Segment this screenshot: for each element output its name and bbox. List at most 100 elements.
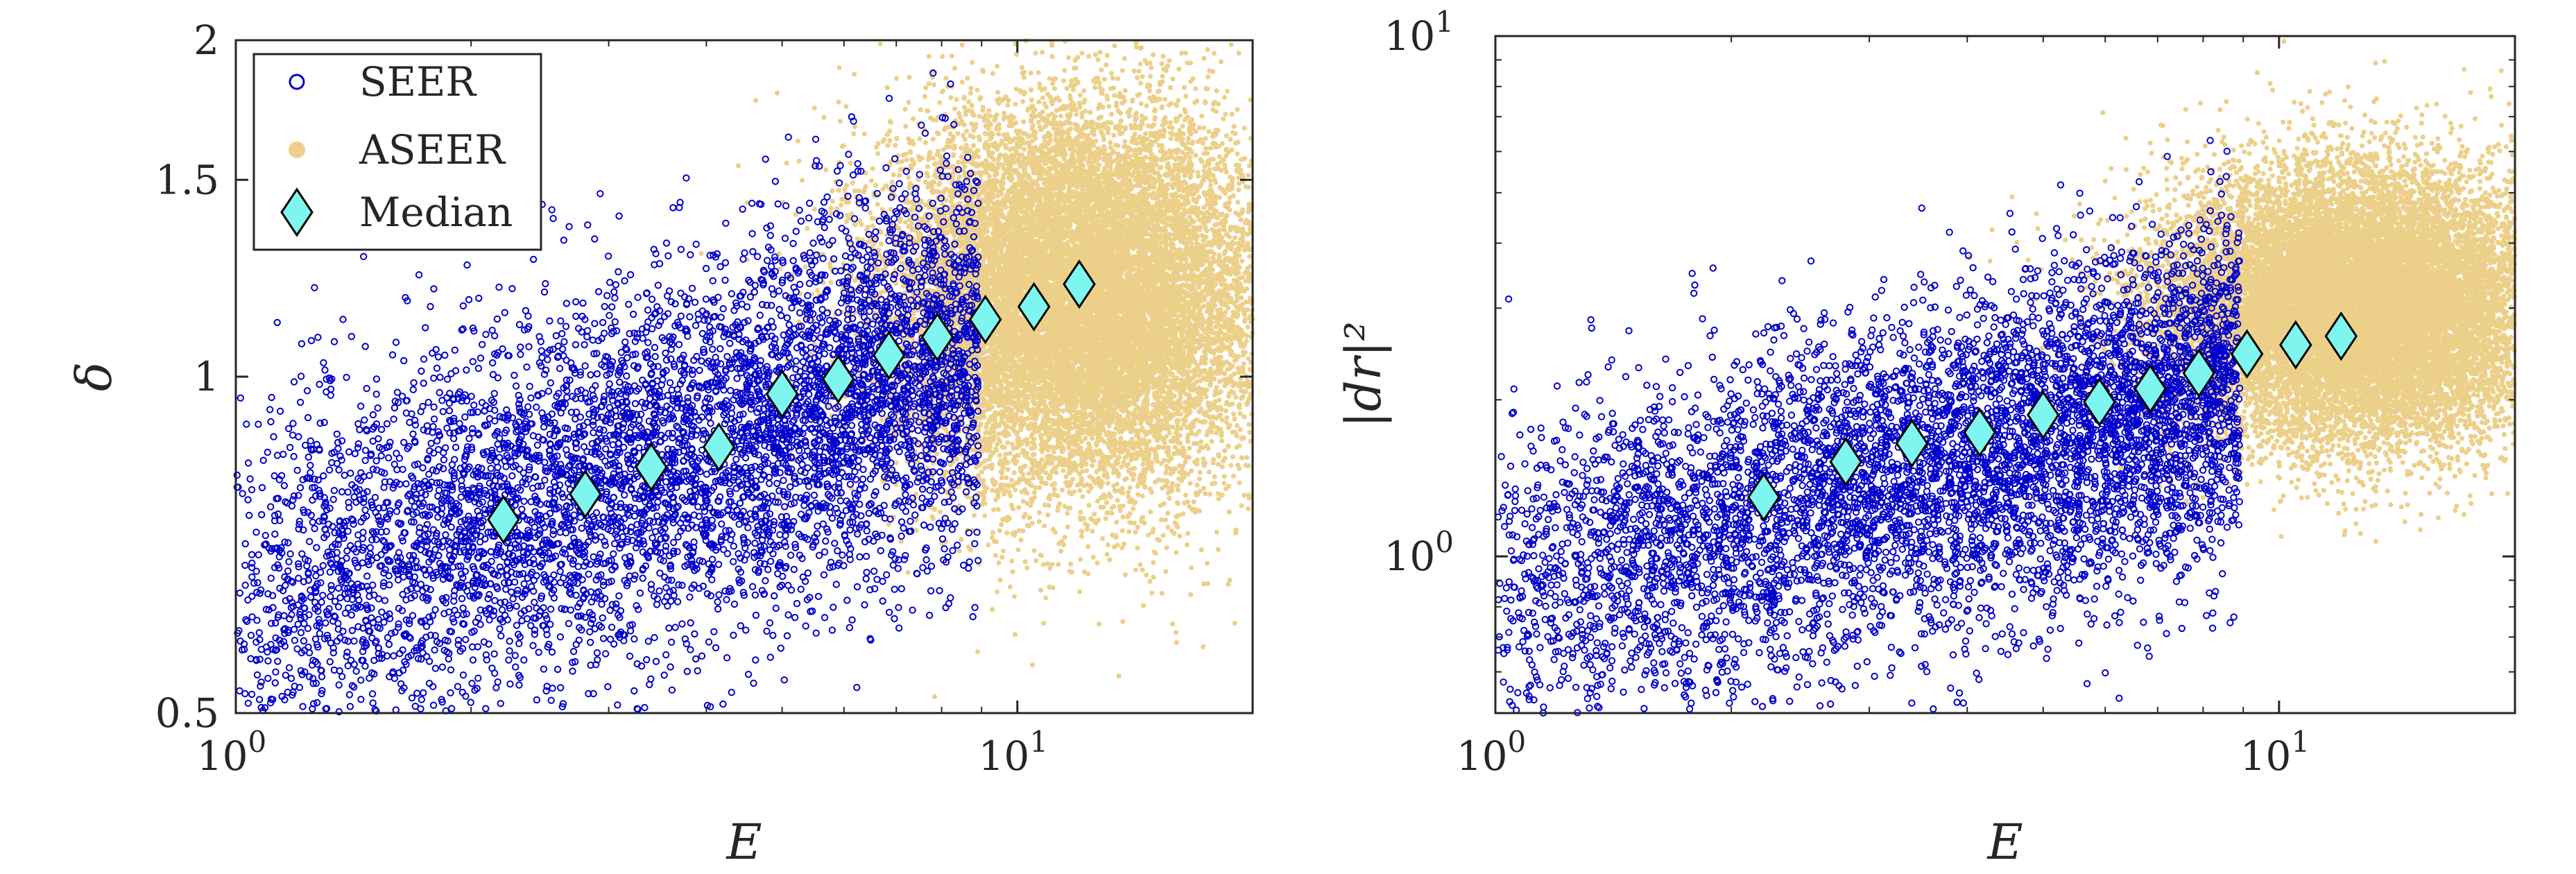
aseer-point [1201, 168, 1207, 173]
aseer-point [1231, 123, 1237, 129]
aseer-point [1234, 423, 1240, 429]
aseer-point [1204, 151, 1210, 156]
aseer-point [886, 522, 891, 527]
aseer-point [1246, 254, 1252, 259]
aseer-point [977, 114, 982, 119]
aseer-point [1199, 547, 1204, 553]
aseer-point [1068, 561, 1074, 567]
aseer-point [1140, 461, 1146, 468]
aseer-point [932, 162, 938, 167]
aseer-point [1081, 88, 1087, 94]
aseer-point [1164, 545, 1169, 551]
aseer-point [1212, 474, 1217, 479]
aseer-point [1108, 139, 1113, 145]
aseer-point [1200, 140, 1205, 146]
aseer-point [906, 99, 911, 105]
aseer-point [1095, 57, 1101, 62]
aseer-point [1105, 481, 1111, 486]
aseer-point [1043, 595, 1049, 601]
aseer-point [1056, 562, 1061, 567]
aseer-point [1058, 113, 1064, 119]
aseer-point [1103, 516, 1108, 522]
aseer-point [1117, 504, 1122, 509]
aseer-point [1015, 547, 1021, 553]
aseer-point [1090, 554, 1096, 560]
aseer-point [1173, 630, 1178, 635]
aseer-point [999, 475, 1004, 481]
aseer-point [1062, 68, 1067, 74]
aseer-point [1246, 163, 1252, 169]
aseer-point [1018, 537, 1024, 543]
aseer-point [875, 202, 880, 207]
aseer-point [1112, 43, 1117, 49]
aseer-point [1115, 542, 1120, 548]
aseer-point [1221, 228, 1227, 233]
aseer-point [1093, 52, 1099, 58]
aseer-point [1019, 65, 1024, 70]
aseer-point [1137, 562, 1143, 567]
aseer-point [1219, 418, 1225, 423]
aseer-point [975, 195, 981, 200]
aseer-point [962, 164, 968, 169]
aseer-point [1126, 529, 1132, 535]
aseer-point [970, 60, 975, 65]
aseer-point [1150, 52, 1156, 58]
aseer-point [906, 175, 911, 180]
aseer-point [1106, 103, 1112, 109]
aseer-point [873, 182, 879, 188]
aseer-point [1111, 132, 1117, 138]
aseer-point [1159, 590, 1165, 597]
aseer-point [1104, 53, 1110, 58]
aseer-point [1161, 127, 1167, 132]
aseer-point [1184, 542, 1190, 548]
aseer-point [1026, 426, 1031, 431]
aseer-point [836, 187, 841, 194]
aseer-point [1165, 63, 1170, 69]
aseer-point [1194, 482, 1200, 488]
aseer-point [931, 694, 938, 700]
aseer-point [991, 507, 997, 513]
aseer-point [903, 151, 909, 157]
aseer-point [1162, 96, 1168, 102]
aseer-point [972, 513, 977, 518]
aseer-point [802, 264, 808, 270]
chart-left: 100 101 0.511.52 E δ SEER ASEER Median [66, 17, 1255, 871]
aseer-point [1239, 455, 1244, 461]
aseer-point [1220, 218, 1226, 223]
aseer-point [1205, 74, 1211, 80]
aseer-point [1069, 152, 1074, 158]
aseer-point [1036, 519, 1042, 524]
aseer-point [1165, 511, 1171, 516]
aseer-point [1245, 324, 1251, 330]
aseer-point [1228, 174, 1233, 180]
aseer-point [1239, 275, 1245, 280]
aseer-point [1199, 406, 1204, 412]
aseer-point [990, 71, 995, 76]
aseer-point [1147, 88, 1153, 94]
aseer-point [1080, 494, 1085, 499]
aseer-point [1239, 395, 1244, 402]
aseer-point [894, 76, 900, 81]
aseer-point [1099, 67, 1104, 73]
aseer-point [1135, 492, 1141, 497]
aseer-point [855, 236, 861, 241]
aseer-point [1236, 51, 1242, 56]
aseer-point [1140, 603, 1147, 608]
aseer-point [1097, 622, 1102, 627]
aseer-point [796, 138, 801, 144]
aseer-point [1029, 97, 1034, 103]
aseer-point [1218, 59, 1223, 65]
aseer-point [828, 280, 834, 285]
aseer-point [774, 90, 780, 96]
aseer-point [952, 106, 958, 112]
aseer-point [1131, 68, 1137, 74]
aseer-point [1145, 123, 1151, 128]
aseer-point [1149, 65, 1154, 71]
aseer-point [1000, 548, 1006, 554]
aseer-point [1028, 421, 1033, 427]
aseer-point [1040, 95, 1045, 101]
aseer-point [843, 103, 849, 109]
aseer-point [870, 166, 875, 171]
aseer-point [856, 188, 861, 194]
